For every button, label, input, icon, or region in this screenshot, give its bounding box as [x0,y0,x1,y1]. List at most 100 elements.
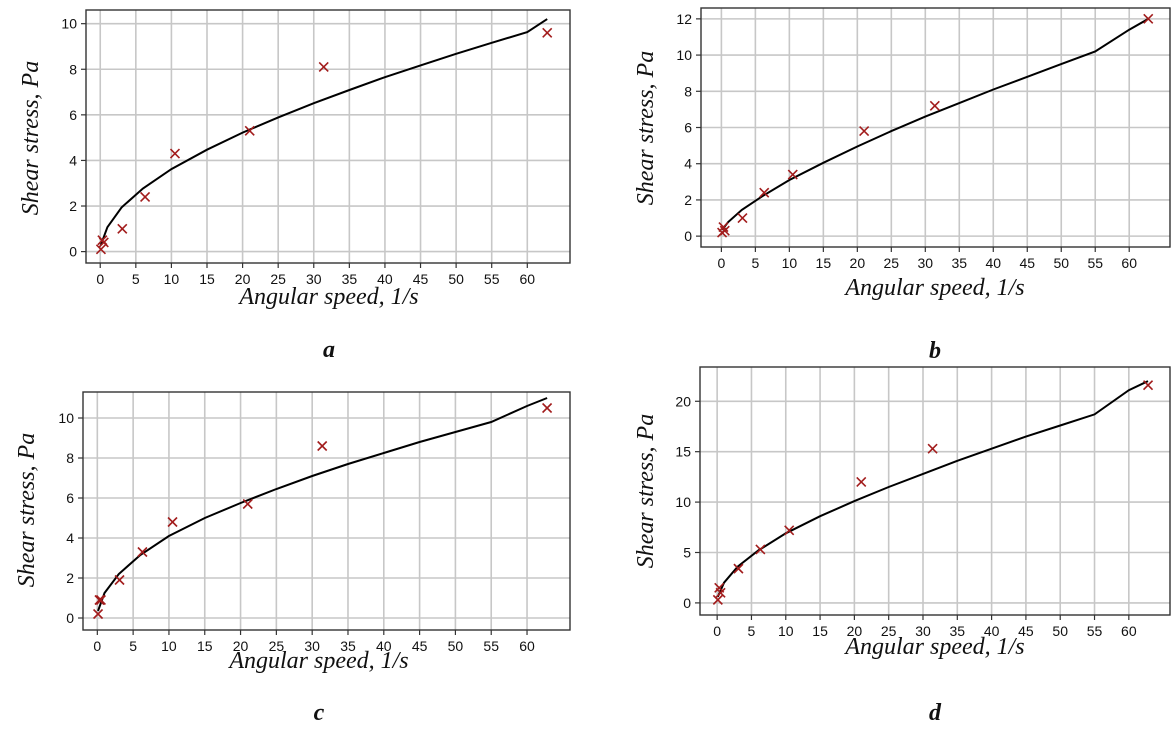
data-point-marker [787,169,798,180]
y-tick-label: 12 [676,11,692,27]
chart-panel-d: 0 5 10 15 20 25 30 35 40 45 50 55 6005101520Angular … [633,366,1171,726]
marker-stroke [929,100,940,111]
marker-stroke [167,516,178,528]
data-point-marker [784,525,795,536]
x-tick-label: 35 [342,271,358,287]
panel-label: d [929,700,942,726]
marker-stroke [737,212,748,224]
data-point-marker [733,563,744,574]
marker-stroke [859,126,870,137]
data-point-marker [140,191,151,202]
x-tick-label: 25 [269,638,285,654]
x-tick-label: 15 [816,255,832,271]
marker-stroke [927,443,938,454]
x-tick-label: 10 [782,255,798,271]
marker-stroke [137,546,148,558]
plot-frame [82,391,571,631]
x-tick-label: 0 [717,255,725,271]
x-tick-label: 15 [199,271,215,287]
data-point-marker [94,594,105,606]
x-tick-label: 55 [484,271,500,287]
data-point-marker [856,476,867,487]
marker-stroke [242,498,253,510]
y-tick-label: 0 [66,610,74,626]
data-point-marker [1142,380,1154,391]
marker-stroke [95,594,106,606]
data-point-marker [715,587,726,598]
marker-stroke [1143,13,1154,24]
data-point-marker [712,594,723,605]
chart-panel-c: 0 5 10 15 20 25 30 35 40 45 50 55 60 0 2 4 6 8 10 Angular s… [14,391,571,726]
y-tick-label: 6 [69,107,77,123]
marker-stroke [733,563,744,574]
chart-panel-a: 0 5 10 15 20 25 30 35 40 45 50 55 60 0 2 4 6 8 10 Angular s… [18,9,571,363]
y-tick-label: 6 [66,490,74,506]
x-tick-label: 5 [132,271,140,287]
x-tick-label: 45 [1018,623,1034,639]
y-tick-label: 4 [66,530,74,546]
y-tick-label: 5 [683,544,691,560]
marker-stroke [92,608,104,620]
x-tick-label: 10 [778,623,794,639]
y-tick-label: 20 [675,393,691,409]
y-tick-label: 2 [69,198,77,214]
x-tick-label: 30 [915,623,931,639]
chart-panel-b: 0 5 10 15 20 25 30 35 40 45 50 55 60 0 2 4 6 8 10 12 Angular… [633,7,1171,364]
x-tick-label: 10 [161,638,177,654]
data-point-marker [318,61,329,73]
data-point-marker [542,402,553,414]
marker-stroke [712,594,723,605]
y-tick-label: 8 [69,61,77,77]
marker-stroke [1142,380,1154,391]
x-tick-label: 30 [918,255,934,271]
data-point-marker [95,594,106,606]
data-point-marker [1143,13,1154,24]
data-point-marker [98,237,109,248]
marker-stroke [94,594,105,606]
data-point-marker [92,608,104,620]
marker-stroke [140,191,151,202]
x-axis-label: Angular speed, 1/s [237,284,418,310]
x-tick-label: 50 [448,638,464,654]
data-point-marker [169,148,181,159]
x-tick-label: 20 [847,623,863,639]
x-tick-label: 15 [197,638,213,654]
y-tick-label: 8 [684,83,692,99]
plot-frame [699,366,1171,616]
x-tick-label: 25 [270,271,286,287]
x-tick-label: 55 [483,638,499,654]
data-point-marker [167,516,178,528]
x-tick-label: 45 [1019,255,1035,271]
x-tick-label: 5 [129,638,137,654]
y-tick-label: 4 [69,152,77,168]
fit-curve [97,397,548,612]
x-tick-label: 35 [340,638,356,654]
fit-curve [716,380,1149,598]
data-point-marker [719,225,730,236]
x-tick-label: 45 [413,271,429,287]
marker-stroke [719,225,730,236]
marker-stroke [95,244,107,255]
panel-label: c [314,700,325,726]
y-axis-label: Shear stress, Pa [18,61,44,215]
y-tick-label: 0 [683,595,691,611]
marker-stroke [169,148,181,159]
data-point-marker [137,546,148,558]
x-tick-label: 15 [812,623,828,639]
x-axis-label: Angular speed, 1/s [843,275,1024,301]
x-tick-label: 0 [96,271,104,287]
marker-stroke [244,125,255,136]
y-tick-label: 2 [684,192,692,208]
data-point-marker [244,125,255,136]
data-point-marker [95,244,107,255]
y-tick-label: 0 [69,244,77,260]
x-tick-label: 5 [748,623,756,639]
y-axis-label: Shear stress, Pa [633,414,659,568]
data-point-marker [927,443,938,454]
marker-stroke [714,582,725,593]
x-axis-label: Angular speed, 1/s [227,648,408,674]
marker-stroke [318,61,329,73]
data-point-marker [242,498,253,510]
x-tick-label: 0 [713,623,721,639]
